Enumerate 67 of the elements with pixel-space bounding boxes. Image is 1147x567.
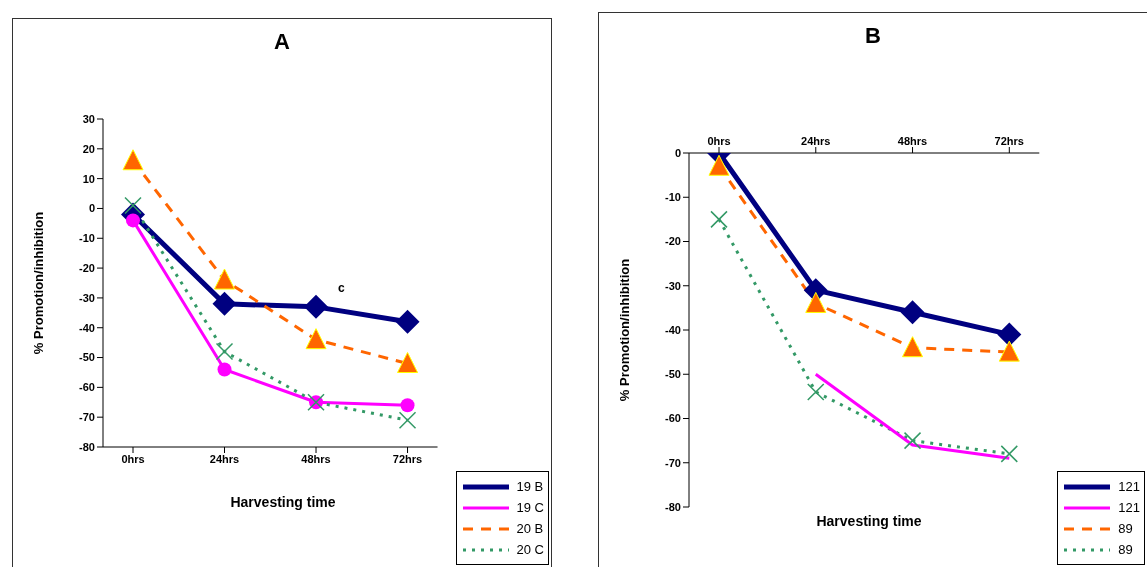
point [900,300,925,325]
point [304,294,329,319]
legend-label: 89 [1118,542,1133,557]
chart-title: B [864,23,882,49]
x-tick-label: 48hrs [301,452,331,465]
x-tick-label: 0hrs [707,135,731,147]
x-tick-label: 48hrs [897,135,928,147]
y-tick-label: -50 [79,351,95,364]
point [400,398,415,413]
x-tick-label: 72hrs [392,452,423,465]
y-tick-label: -40 [79,321,95,334]
x-axis-title: Harvesting time [815,513,923,529]
point [217,362,232,377]
y-tick-label: -10 [79,232,95,245]
point [997,322,1022,347]
x-tick-label: 24hrs [209,452,240,465]
x-tick-label: 24hrs [801,135,831,147]
point [903,431,922,450]
y-tick-label: -60 [665,412,681,425]
point [902,336,924,358]
annotation: c [338,281,345,295]
y-tick-label: -80 [665,500,681,513]
point [214,268,236,290]
x-tick-label: 0hrs [121,452,145,465]
chart-title: A [273,29,291,55]
y-tick-label: -70 [79,411,95,424]
y-tick-label: -70 [665,456,681,469]
legend-label: 121 [1118,500,1140,515]
point [215,342,234,361]
point [305,328,327,350]
y-tick-label: -20 [79,262,95,274]
y-tick-label: -30 [79,291,95,304]
point [395,309,420,334]
y-tick-label: -30 [665,279,681,292]
y-tick-label: 20 [82,142,95,155]
y-tick-label: -80 [79,440,95,453]
point [1000,445,1019,463]
y-tick-label: -50 [665,368,681,381]
y-tick-label: -10 [665,191,681,204]
point [124,196,142,215]
y-tick-label: 0 [88,202,95,215]
legend-label: 121 [1118,479,1140,494]
point [708,154,730,176]
y-axis-title: % Promotion/inhibition [30,211,46,355]
point [397,352,419,374]
legend-label: 20 C [516,542,544,557]
point [998,340,1020,362]
point [126,213,140,228]
point [805,291,827,313]
y-tick-label: -40 [665,323,681,336]
y-tick-label: 10 [82,172,95,185]
point [710,210,728,229]
point [398,411,417,429]
legend-label: 20 B [516,521,544,536]
x-axis-title: Harvesting time [229,494,337,510]
y-tick-label: 30 [82,112,95,125]
y-tick-label: -60 [79,381,95,394]
x-tick-label: 72hrs [994,135,1024,147]
legend-label: 19 B [516,479,544,494]
point [212,291,237,316]
y-tick-label: -20 [665,235,681,248]
y-axis-title: % Promotion/inhibition [616,258,632,402]
point [807,383,825,401]
legend-label: 19 C [516,500,544,515]
y-tick-label: 0 [674,146,681,159]
point [122,149,144,171]
legend-label: 89 [1118,521,1133,536]
